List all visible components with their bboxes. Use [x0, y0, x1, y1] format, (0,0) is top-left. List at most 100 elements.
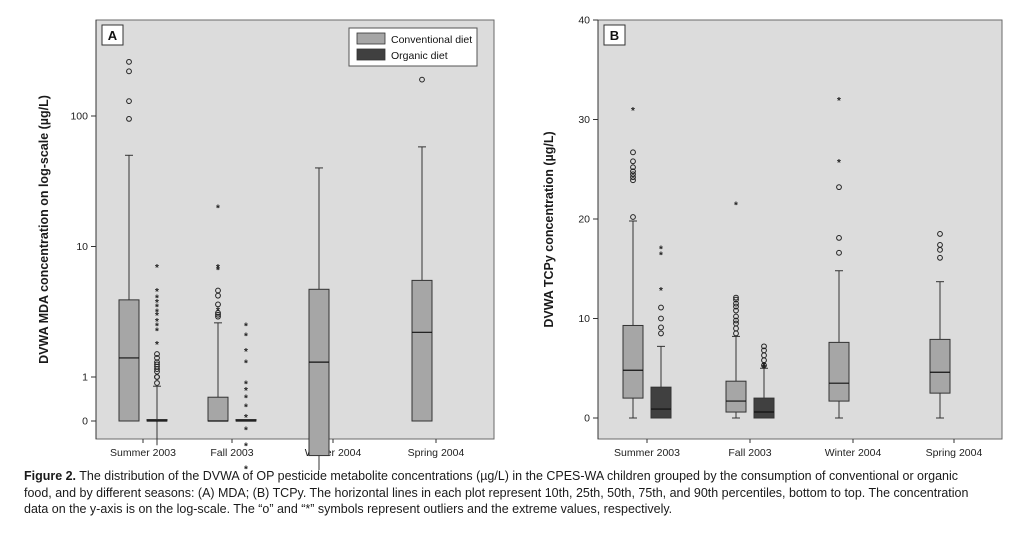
caption-text: The distribution of the DVWA of OP pesti…: [24, 468, 969, 516]
panel-a-label-box: [101, 24, 124, 46]
panel-a-plot-area: [95, 19, 495, 440]
extreme-point: *: [155, 294, 159, 305]
panel-a-box-organic-fall-2003: *************: [235, 322, 257, 470]
panel-a-y-tick-label-1: 1: [82, 372, 88, 384]
outlier-point: [154, 359, 160, 366]
outlier-point: [215, 301, 221, 308]
extreme-point: *: [244, 359, 248, 370]
panel-a-box-conventional-fall-2003: ****: [207, 204, 229, 422]
outlier-point: [733, 320, 739, 327]
panel-a-legend-swatch-conventional-diet: [356, 32, 386, 45]
outlier-point: [658, 304, 664, 311]
outlier-point: [215, 311, 221, 318]
panel-b-label-box: [603, 24, 626, 46]
panel-a: 01101001,000DVWA MDA concentration on lo…: [37, 19, 495, 470]
panel-b-box-organic-fall-2003: ***: [753, 343, 775, 419]
panel-a-legend-swatch-organic-diet: [356, 48, 386, 61]
panel-b: 0 10 20 30 40 DVWA TCPy concentration (µg/L) S…: [542, 15, 1003, 459]
panel-a-box-conventional-spring-2004: [411, 76, 433, 422]
outlier-point: [419, 76, 425, 83]
extreme-point: *: [155, 340, 159, 351]
extreme-point: *: [837, 158, 841, 169]
box-iqr: [650, 386, 672, 419]
extreme-point: *: [244, 394, 248, 405]
extreme-point: *: [216, 266, 220, 277]
box-iqr: [411, 279, 433, 422]
box-iqr: [725, 380, 747, 413]
panel-a-y-axis-label: DVWA MDA concentration on log-scale (µg/…: [37, 95, 51, 364]
extreme-point: *: [244, 465, 248, 470]
outlier-point: [761, 347, 767, 354]
panel-b-box-organic-summer-2003: ***: [650, 244, 672, 419]
outlier-point: [937, 241, 943, 248]
panel-b-y-tick-label-0: 0: [584, 413, 590, 425]
extreme-point: *: [837, 96, 841, 107]
outlier-point: [630, 177, 636, 184]
extreme-point: *: [155, 287, 159, 298]
outlier-point: [658, 330, 664, 337]
extreme-point: *: [244, 425, 248, 436]
panel-b-box-conventional-spring-2004: [929, 231, 951, 419]
extreme-point: *: [155, 302, 159, 313]
figure-caption: Figure 2. The distribution of the DVWA o…: [24, 468, 974, 518]
outlier-point: [126, 116, 132, 122]
extreme-point: *: [631, 106, 635, 117]
panel-a-x-tick-label-fall-2003: Fall 2003: [210, 447, 253, 459]
box-iqr: [929, 338, 951, 394]
extreme-point: *: [155, 263, 159, 274]
extreme-point: *: [244, 413, 248, 424]
box-iqr: [622, 324, 644, 399]
extreme-point: *: [659, 286, 663, 297]
outlier-point: [761, 343, 767, 350]
box-iqr: [207, 396, 229, 422]
panel-a-legend-label-conventional-diet: Conventional diet: [391, 34, 472, 46]
extreme-point: *: [659, 250, 663, 261]
extreme-point: *: [244, 442, 248, 453]
extreme-point: *: [244, 379, 248, 390]
panel-a-box-organic-summer-2003: ***********: [146, 263, 168, 446]
outlier-point: [733, 303, 739, 310]
outlier-point: [630, 214, 636, 220]
outlier-point: [733, 317, 739, 324]
panel-b-box-conventional-summer-2003: *: [622, 106, 644, 419]
extreme-point: *: [244, 347, 248, 358]
outlier-point: [733, 300, 739, 307]
outlier-point: [630, 158, 636, 165]
extreme-point: *: [155, 326, 159, 337]
panel-a-x-tick-label-spring-2004: Spring 2004: [408, 447, 465, 459]
caption-label: Figure 2.: [24, 468, 77, 483]
panel-a-box-conventional-summer-2003: [118, 58, 140, 422]
outlier-point: [733, 307, 739, 314]
panel-b-x-tick-label-winter-2004: Winter 2004: [825, 447, 882, 459]
panel-a-y-tick-label-10: 10: [76, 241, 88, 253]
panel-b-label: B: [610, 28, 619, 43]
panel-b-y-tick-label-20: 20: [578, 214, 590, 226]
extreme-point: *: [155, 317, 159, 328]
panel-b-y-tick-label-10: 10: [578, 313, 590, 325]
panel-b-y-axis-label: DVWA TCPy concentration (µg/L): [542, 131, 556, 327]
extreme-point: *: [244, 386, 248, 397]
panel-b-box-conventional-fall-2003: *: [725, 201, 747, 419]
extreme-point: *: [244, 322, 248, 333]
extreme-point: *: [216, 204, 220, 215]
outlier-point: [215, 287, 221, 294]
extreme-point: *: [216, 306, 220, 317]
outlier-point: [215, 313, 221, 320]
extreme-point: *: [762, 361, 766, 372]
panel-b-y-tick-label-30: 30: [578, 114, 590, 126]
outlier-point: [733, 294, 739, 301]
outlier-point: [658, 315, 664, 322]
outlier-point: [937, 231, 943, 237]
outlier-point: [836, 184, 842, 191]
extreme-point: *: [155, 298, 159, 309]
extreme-point: *: [155, 308, 159, 319]
outlier-point: [154, 355, 160, 361]
panel-a-legend-label-organic-diet: Organic diet: [391, 50, 448, 62]
panel-a-y-tick-label-0: 0: [82, 416, 88, 428]
panel-b-x-tick-label-fall-2003: Fall 2003: [728, 447, 771, 459]
outlier-point: [630, 164, 636, 171]
panel-a-label: A: [108, 28, 118, 43]
outlier-point: [154, 361, 160, 368]
panel-b-box-conventional-winter-2004: **: [828, 96, 850, 419]
box-iqr: [308, 288, 330, 457]
